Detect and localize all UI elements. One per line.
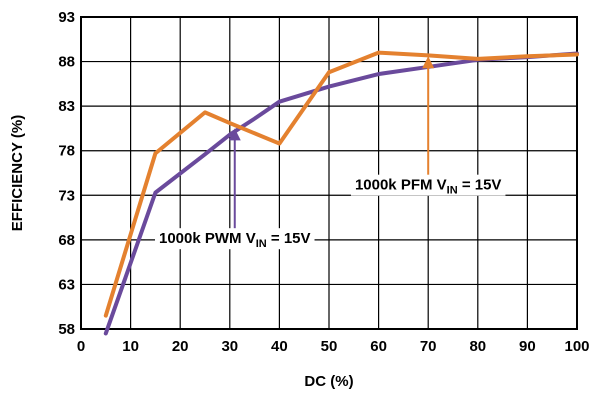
annotation-bg-pfm (350, 174, 506, 196)
x-tick-label: 70 (420, 338, 437, 355)
y-tick-label: 73 (58, 187, 75, 204)
annotation-tail: = 15V (458, 177, 502, 194)
y-axis-title: EFFICIENCY (%) (9, 115, 26, 231)
x-tick-label: 100 (564, 338, 589, 355)
x-axis-title: DC (%) (304, 373, 353, 390)
y-tick-label: 78 (58, 143, 75, 160)
annotation-bg-pwm (155, 228, 315, 250)
x-tick-label: 80 (469, 338, 486, 355)
arrow-head-pfm (422, 56, 435, 69)
x-tick-label: 0 (77, 338, 85, 355)
y-tick-label: 83 (58, 98, 75, 115)
y-tick-labels: 58 63 68 73 78 83 88 93 (58, 9, 75, 338)
x-tick-label: 90 (519, 338, 536, 355)
annotation-text-pfm: 1000k PFM VIN = 15V (355, 177, 502, 197)
series-lines (103, 50, 579, 336)
annotation-label-pfm: 1000k PFM VIN = 15V (350, 174, 506, 197)
x-tick-label: 20 (172, 338, 189, 355)
x-tick-label: 30 (221, 338, 238, 355)
x-tick-label: 40 (271, 338, 288, 355)
y-tick-label: 68 (58, 232, 75, 249)
annotation-tail: = 15V (267, 230, 311, 247)
plot-frame (80, 16, 578, 330)
x-tick-labels: 0 10 20 30 40 50 60 70 80 90 100 (77, 338, 590, 355)
y-tick-label: 93 (58, 9, 75, 26)
x-tick-label: 50 (321, 338, 338, 355)
annotation-sub: IN (447, 185, 458, 197)
series-line-pfm (103, 50, 579, 318)
y-tick-label: 63 (58, 276, 75, 293)
y-tick-label: 88 (58, 54, 75, 71)
y-tick-label: 58 (58, 321, 75, 338)
annotation-main: 1000k PFM V (355, 177, 447, 194)
x-tick-label: 10 (122, 338, 139, 355)
arrow-head-pwm (228, 128, 241, 141)
annotation-main: 1000k PWM V (159, 230, 256, 247)
annotation-sub: IN (256, 238, 267, 250)
annotation-label-pwm: 1000k PWM VIN = 15V (155, 228, 315, 250)
x-tick-label: 60 (370, 338, 387, 355)
annotation-text-pwm: 1000k PWM VIN = 15V (159, 230, 311, 250)
grid-lines (80, 16, 578, 330)
